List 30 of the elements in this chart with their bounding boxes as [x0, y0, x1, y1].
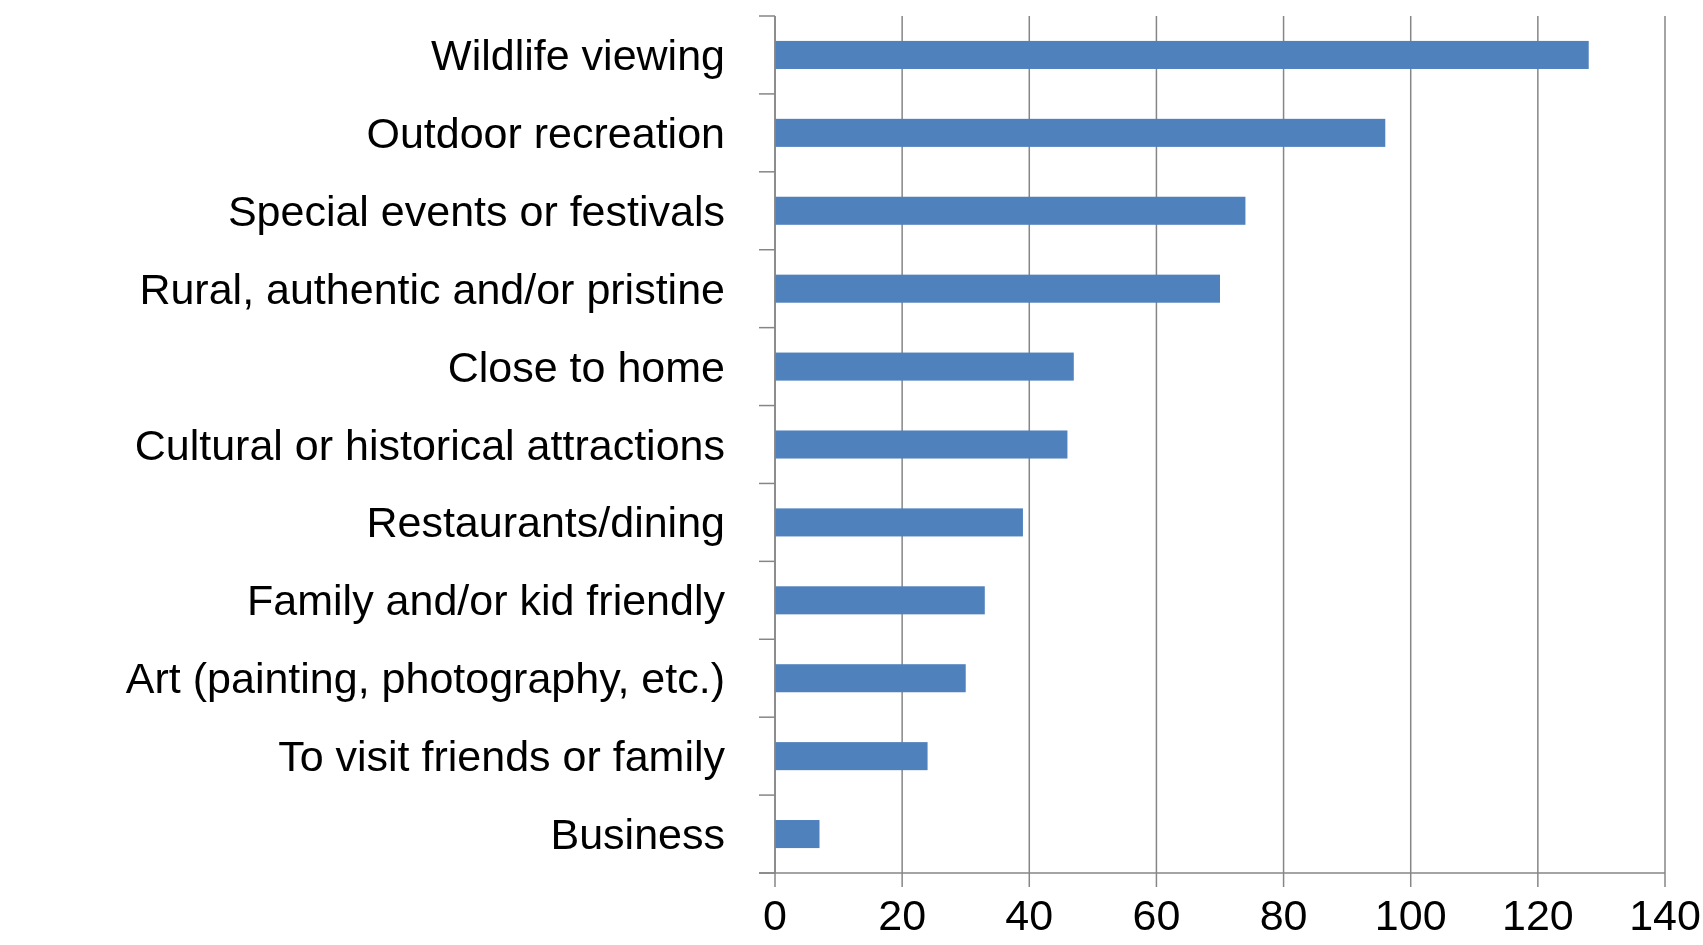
x-tick-label: 100 [1374, 891, 1447, 939]
bar [775, 40, 1589, 69]
bar [775, 586, 985, 615]
bar [775, 664, 966, 693]
y-tick-label: To visit friends or family [278, 732, 726, 781]
y-tick-label: Outdoor recreation [366, 108, 725, 157]
bar [775, 508, 1023, 537]
y-tick-label: Rural, authentic and/or pristine [139, 264, 725, 313]
bar [775, 274, 1220, 303]
y-tick-label: Business [550, 810, 725, 859]
y-tick-label: Cultural or historical attractions [134, 420, 725, 469]
y-tick-label: Wildlife viewing [431, 31, 725, 79]
y-tick-label: Art (painting, photography, etc.) [125, 654, 725, 703]
x-tick-label: 120 [1501, 891, 1574, 939]
x-tick-label: 20 [878, 891, 927, 939]
bar [775, 742, 928, 771]
x-tick-label: 40 [1005, 891, 1054, 939]
x-tick-label: 0 [763, 891, 787, 939]
x-tick-label: 60 [1132, 891, 1181, 939]
x-tick-label: 80 [1259, 891, 1308, 939]
y-tick-label: Close to home [447, 342, 725, 391]
bar [775, 352, 1074, 381]
bar [775, 430, 1068, 459]
bar [775, 118, 1386, 147]
bar [775, 820, 820, 849]
y-tick-label: Restaurants/dining [366, 498, 725, 547]
y-tick-label: Special events or festivals [227, 186, 725, 235]
y-tick-label: Family and/or kid friendly [247, 576, 726, 625]
bar [775, 196, 1246, 225]
x-tick-label: 140 [1629, 891, 1701, 939]
